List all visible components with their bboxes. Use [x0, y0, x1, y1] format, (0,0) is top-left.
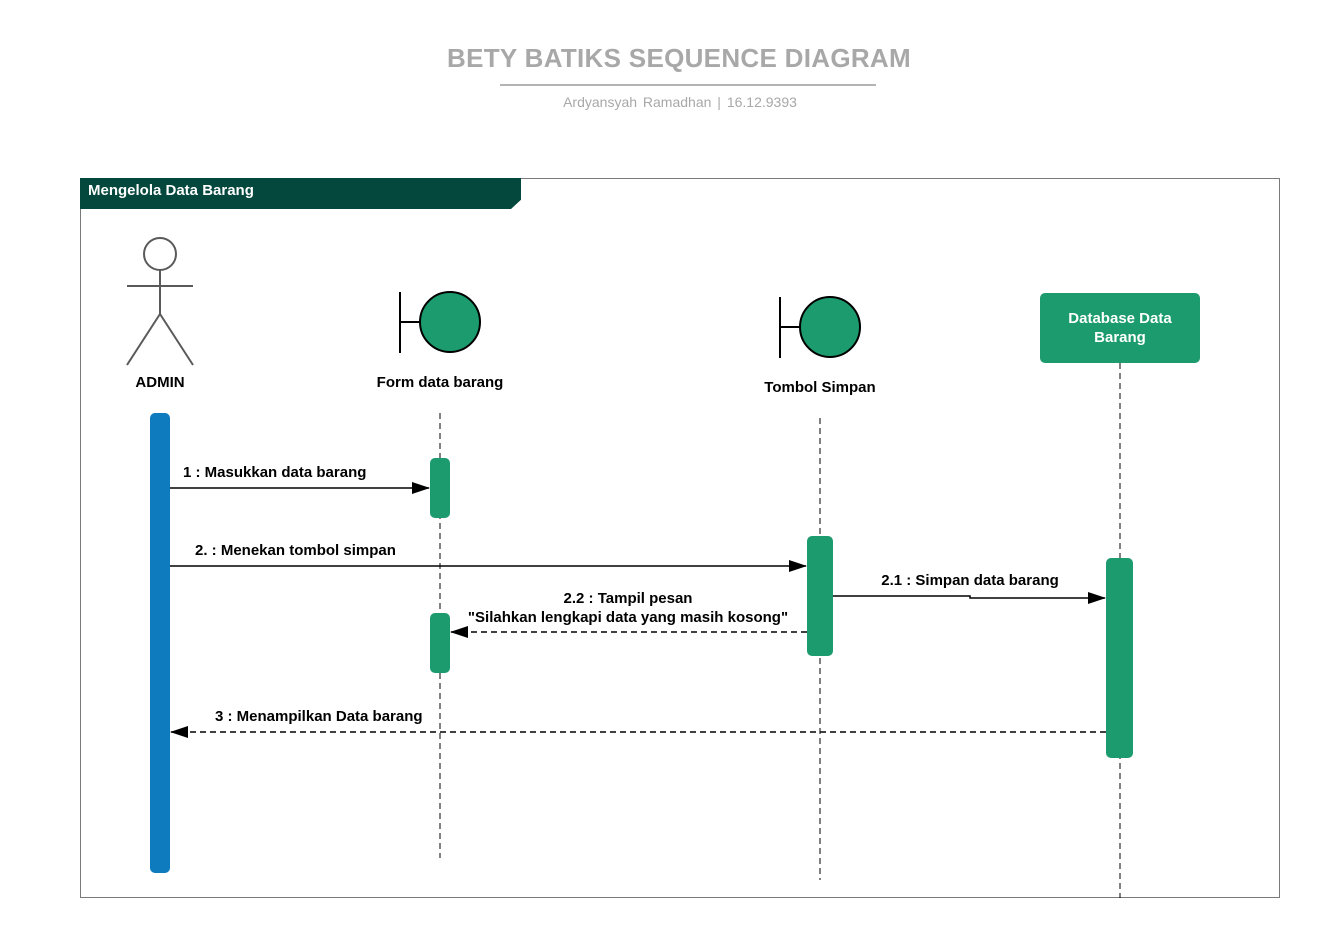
frame-label: Mengelola Data Barang — [80, 178, 521, 209]
title-underline — [500, 84, 876, 86]
diagram-subtitle: Ardyansyah Ramadhan | 16.12.9393 — [563, 94, 797, 110]
button-activation-bar — [807, 536, 833, 656]
form-activation-bar — [430, 458, 450, 518]
participant-form-label: Form data barang — [376, 374, 504, 391]
form-activation-bar — [430, 613, 450, 673]
message-2-1-arrow — [833, 592, 1106, 604]
diagram-title: BETY BATIKS SEQUENCE DIAGRAM — [447, 43, 911, 73]
button-boundary-icon — [779, 296, 861, 358]
admin-activation-bar — [150, 413, 170, 873]
message-2-1-label: 2.1 : Simpan data barang — [881, 572, 1059, 589]
admin-actor-icon — [126, 237, 194, 366]
database-activation-bar — [1106, 558, 1133, 758]
participant-database-box: Database Data Barang — [1040, 293, 1200, 363]
message-2-2-label-line2: "Silahkan lengkapi data yang masih koson… — [467, 609, 789, 626]
message-1-label: 1 : Masukkan data barang — [183, 464, 367, 481]
form-boundary-icon — [399, 291, 481, 353]
message-2-2-label-line1: 2.2 : Tampil pesan — [563, 590, 693, 607]
sequence-frame — [80, 178, 1280, 898]
message-2-label: 2. : Menekan tombol simpan — [195, 542, 396, 559]
participant-admin-label: ADMIN — [135, 374, 185, 391]
message-3-label: 3 : Menampilkan Data barang — [215, 708, 423, 725]
participant-button-label: Tombol Simpan — [764, 379, 876, 396]
